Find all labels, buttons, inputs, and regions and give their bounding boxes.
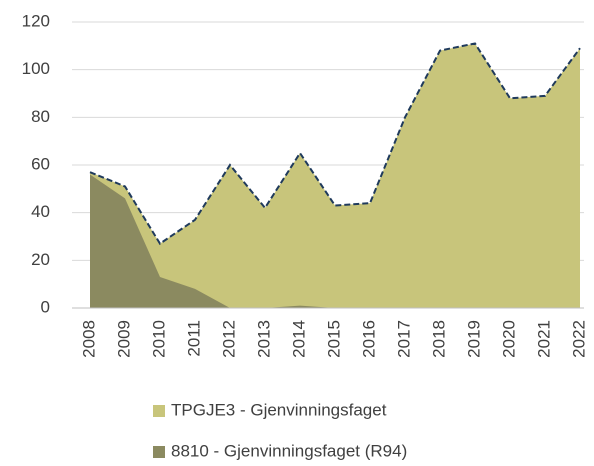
x-tick-label: 2021 [534,320,553,358]
x-tick-label: 2011 [184,320,203,357]
x-tick-label: 2013 [254,320,273,358]
x-tick-label: 2014 [289,320,308,358]
legend-swatch [153,446,165,458]
x-tick-label: 2012 [219,320,238,358]
x-tick-label: 2015 [324,320,343,358]
x-tick-label: 2008 [79,320,98,358]
legend-label: 8810 - Gjenvinningsfaget (R94) [171,441,407,460]
y-tick-label: 40 [31,202,50,221]
y-tick-label: 120 [22,11,50,30]
area [90,174,580,308]
x-tick-label: 2017 [394,320,413,358]
x-tick-label: 2022 [569,320,588,358]
x-tick-label: 2010 [149,320,168,358]
legend-label: TPGJE3 - Gjenvinningsfaget [171,400,387,419]
x-tick-label: 2020 [499,320,518,358]
x-tick-label: 2018 [429,320,448,358]
y-tick-label: 20 [31,250,50,269]
x-tick-label: 2019 [464,320,483,358]
area-line [89,42,581,246]
area [90,43,580,308]
legend-swatch [153,405,165,417]
y-tick-label: 80 [31,107,50,126]
x-tick-label: 2009 [114,320,133,358]
y-tick-label: 60 [31,154,50,173]
y-tick-label: 100 [22,59,50,78]
y-tick-label: 0 [41,297,50,316]
x-tick-label: 2016 [359,320,378,358]
